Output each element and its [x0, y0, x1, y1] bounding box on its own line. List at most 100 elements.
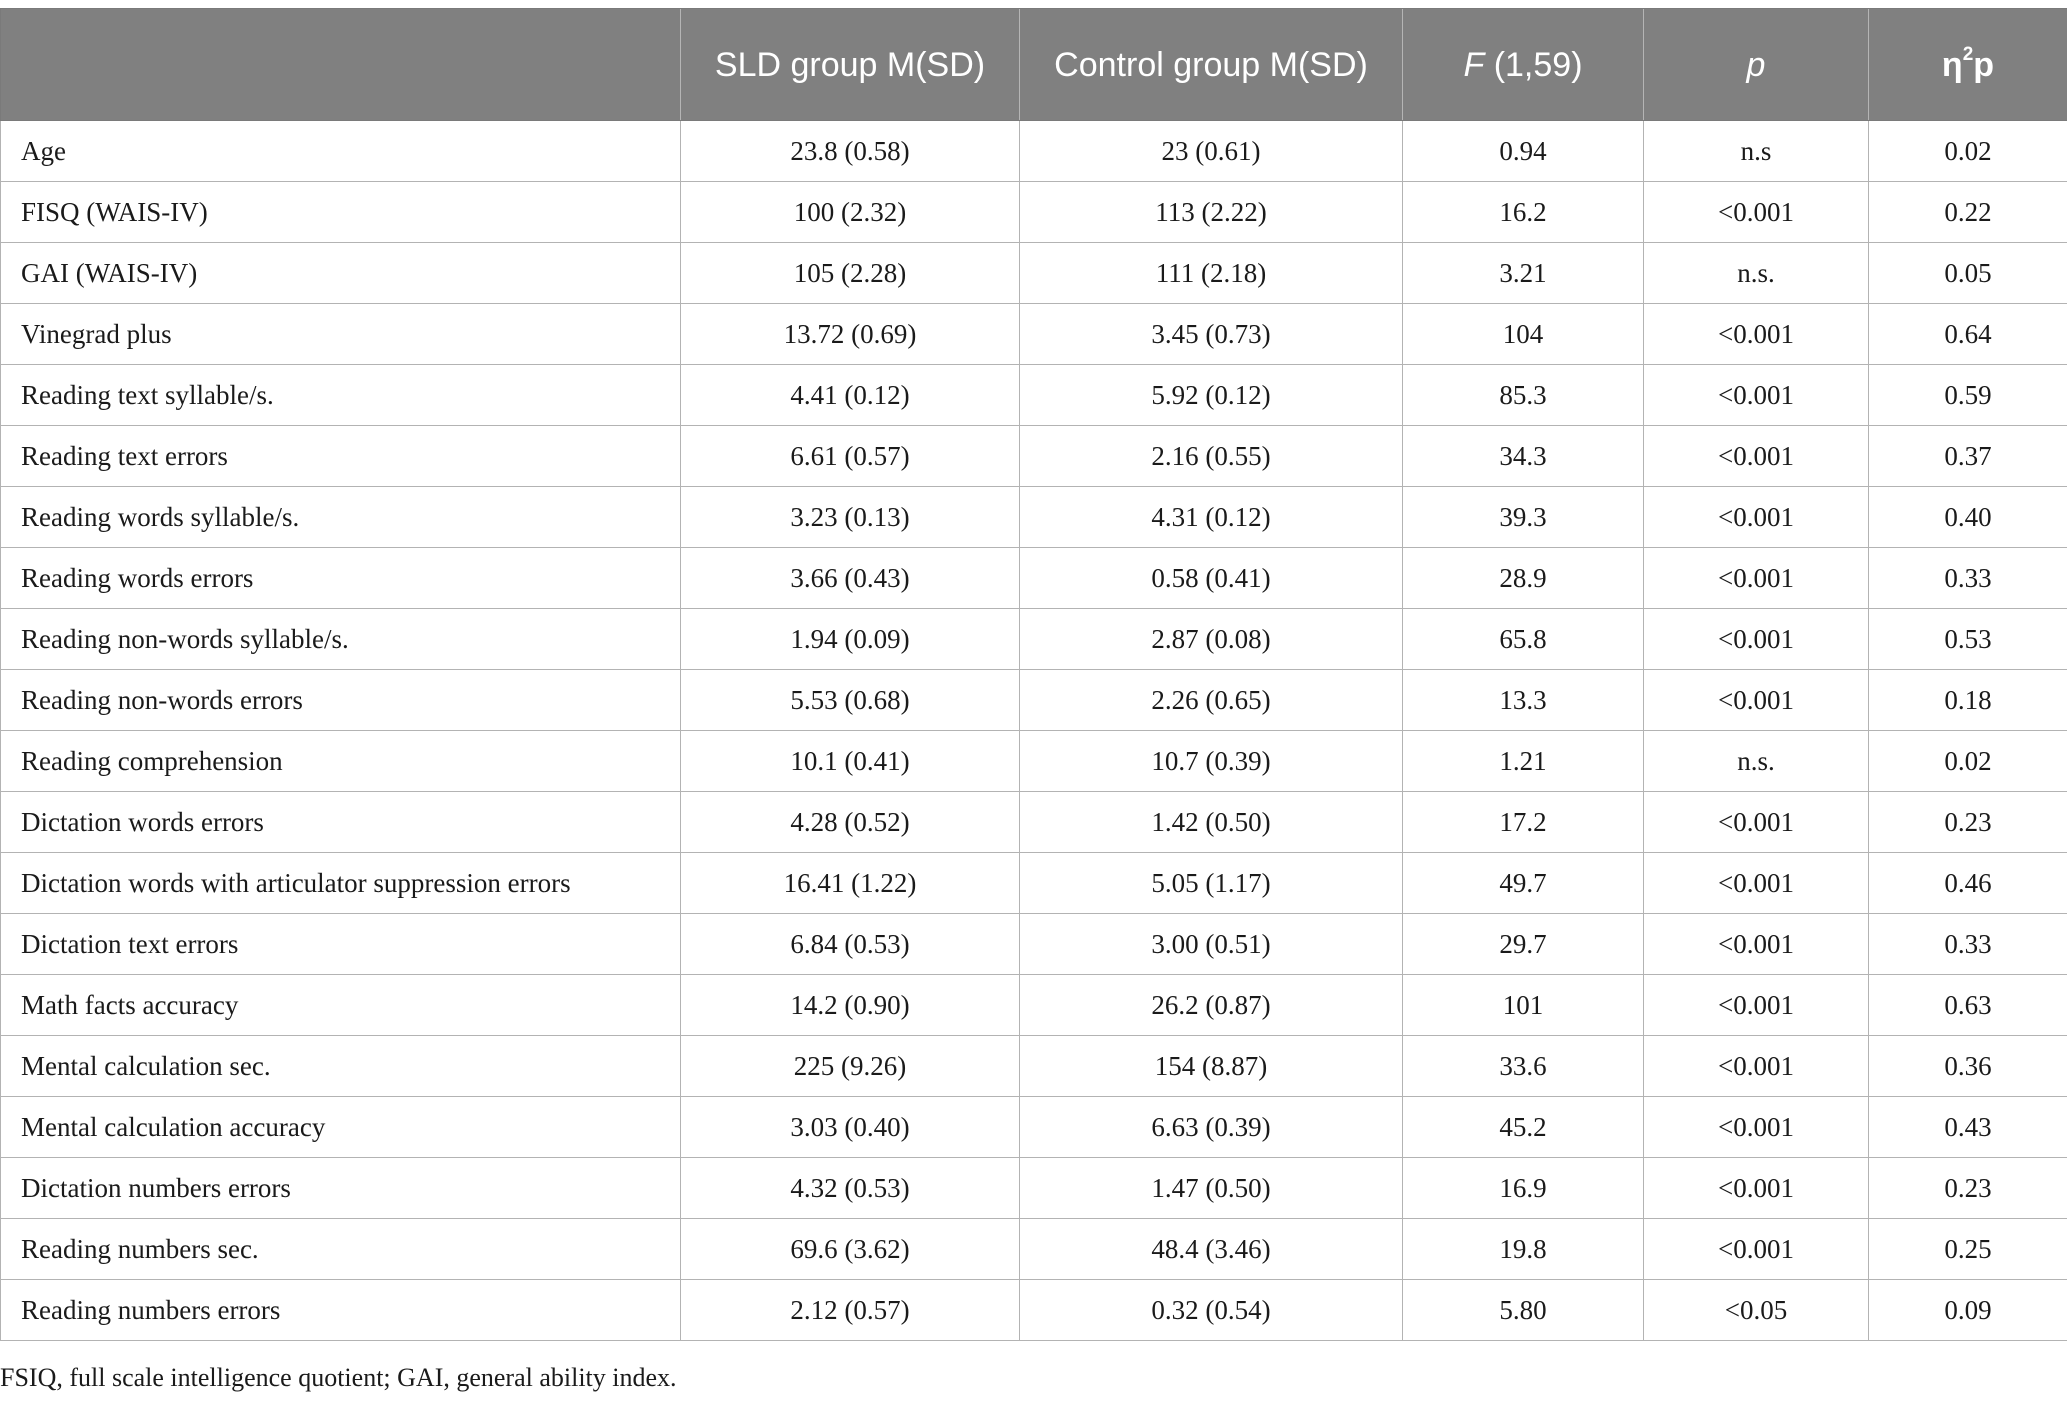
control-cell: 111 (2.18) [1019, 242, 1403, 304]
eta-cell: 0.18 [1868, 669, 2067, 731]
f-cell: 49.7 [1402, 852, 1644, 914]
sld-cell: 14.2 (0.90) [680, 974, 1020, 1036]
eta-cell: 0.23 [1868, 1157, 2067, 1219]
eta-cell: 0.02 [1868, 730, 2067, 792]
table-row: Reading text errors 6.61 (0.57) 2.16 (0.55… [0, 425, 2067, 487]
sld-cell: 4.32 (0.53) [680, 1157, 1020, 1219]
sld-cell: 3.66 (0.43) [680, 547, 1020, 609]
p-cell: <0.001 [1643, 1157, 1869, 1219]
measure-cell: Reading non-words errors [0, 669, 681, 731]
f-cell: 85.3 [1402, 364, 1644, 426]
p-cell: <0.001 [1643, 364, 1869, 426]
measure-cell: Age [0, 120, 681, 182]
control-cell: 23 (0.61) [1019, 120, 1403, 182]
eta-cell: 0.59 [1868, 364, 2067, 426]
eta-cell: 0.33 [1868, 913, 2067, 975]
sld-cell: 1.94 (0.09) [680, 608, 1020, 670]
control-cell: 3.00 (0.51) [1019, 913, 1403, 975]
control-cell: 0.58 (0.41) [1019, 547, 1403, 609]
p-cell: <0.001 [1643, 486, 1869, 548]
control-cell: 1.47 (0.50) [1019, 1157, 1403, 1219]
table-row: Reading numbers errors 2.12 (0.57) 0.32 (0… [0, 1279, 2067, 1341]
control-cell: 2.87 (0.08) [1019, 608, 1403, 670]
header-f-df: (1,59) [1484, 45, 1583, 84]
measure-cell: Vinegrad plus [0, 303, 681, 365]
p-cell: <0.001 [1643, 669, 1869, 731]
measure-cell: Mental calculation accuracy [0, 1096, 681, 1158]
f-cell: 45.2 [1402, 1096, 1644, 1158]
eta-cell: 0.05 [1868, 242, 2067, 304]
f-cell: 3.21 [1402, 242, 1644, 304]
p-cell: <0.001 [1643, 1096, 1869, 1158]
p-cell: n.s. [1643, 242, 1869, 304]
p-cell: n.s [1643, 120, 1869, 182]
table-row: Dictation words errors 4.28 (0.52) 1.42 (0… [0, 791, 2067, 853]
control-cell: 6.63 (0.39) [1019, 1096, 1403, 1158]
table-row: GAI (WAIS-IV) 105 (2.28) 111 (2.18) 3.21 n.s… [0, 242, 2067, 304]
p-cell: <0.001 [1643, 303, 1869, 365]
table-row: Reading comprehension 10.1 (0.41) 10.7 (0.… [0, 730, 2067, 792]
measure-cell: Math facts accuracy [0, 974, 681, 1036]
eta-cell: 0.23 [1868, 791, 2067, 853]
f-cell: 0.94 [1402, 120, 1644, 182]
table-row: Reading non-words errors 5.53 (0.68) 2.26 … [0, 669, 2067, 731]
table-row: Math facts accuracy 14.2 (0.90) 26.2 (0.87… [0, 974, 2067, 1036]
sld-cell: 13.72 (0.69) [680, 303, 1020, 365]
f-cell: 28.9 [1402, 547, 1644, 609]
f-cell: 19.8 [1402, 1218, 1644, 1280]
p-cell: n.s. [1643, 730, 1869, 792]
sld-cell: 23.8 (0.58) [680, 120, 1020, 182]
f-cell: 16.9 [1402, 1157, 1644, 1219]
control-cell: 26.2 (0.87) [1019, 974, 1403, 1036]
f-cell: 17.2 [1402, 791, 1644, 853]
sld-cell: 2.12 (0.57) [680, 1279, 1020, 1341]
eta-cell: 0.64 [1868, 303, 2067, 365]
sld-cell: 4.28 (0.52) [680, 791, 1020, 853]
eta-cell: 0.40 [1868, 486, 2067, 548]
f-cell: 104 [1402, 303, 1644, 365]
measure-cell: Mental calculation sec. [0, 1035, 681, 1097]
header-eta-squared: η2p [1868, 8, 2067, 121]
sld-cell: 225 (9.26) [680, 1035, 1020, 1097]
table-row: Age 23.8 (0.58) 23 (0.61) 0.94 n.s 0.02 [0, 120, 2067, 182]
p-cell: <0.001 [1643, 1218, 1869, 1280]
table-row: Reading numbers sec. 69.6 (3.62) 48.4 (3.4… [0, 1218, 2067, 1280]
control-cell: 3.45 (0.73) [1019, 303, 1403, 365]
eta-cell: 0.33 [1868, 547, 2067, 609]
measure-cell: Reading non-words syllable/s. [0, 608, 681, 670]
p-cell: <0.001 [1643, 547, 1869, 609]
table-row: Reading text syllable/s. 4.41 (0.12) 5.92 … [0, 364, 2067, 426]
sld-cell: 10.1 (0.41) [680, 730, 1020, 792]
sld-cell: 16.41 (1.22) [680, 852, 1020, 914]
f-cell: 5.80 [1402, 1279, 1644, 1341]
eta-cell: 0.53 [1868, 608, 2067, 670]
f-cell: 1.21 [1402, 730, 1644, 792]
eta-cell: 0.09 [1868, 1279, 2067, 1341]
header-sld-group: SLD group M(SD) [680, 8, 1020, 121]
p-cell: <0.001 [1643, 913, 1869, 975]
sld-cell: 6.61 (0.57) [680, 425, 1020, 487]
p-cell: <0.001 [1643, 181, 1869, 243]
f-cell: 39.3 [1402, 486, 1644, 548]
measure-cell: Reading numbers sec. [0, 1218, 681, 1280]
sld-cell: 3.23 (0.13) [680, 486, 1020, 548]
f-cell: 29.7 [1402, 913, 1644, 975]
sld-cell: 100 (2.32) [680, 181, 1020, 243]
table-row: Vinegrad plus 13.72 (0.69) 3.45 (0.73) 104 <… [0, 303, 2067, 365]
results-table: SLD group M(SD) Control group M(SD) F (1… [0, 8, 2067, 1341]
table-row: Mental calculation sec. 225 (9.26) 154 (8.… [0, 1035, 2067, 1097]
table-row: Dictation words with articulator suppres… [0, 852, 2067, 914]
control-cell: 0.32 (0.54) [1019, 1279, 1403, 1341]
control-cell: 48.4 (3.46) [1019, 1218, 1403, 1280]
eta-cell: 0.37 [1868, 425, 2067, 487]
sld-cell: 3.03 (0.40) [680, 1096, 1020, 1158]
table-row: FISQ (WAIS-IV) 100 (2.32) 113 (2.22) 16.2 <0… [0, 181, 2067, 243]
header-eta-rest: p [1973, 45, 1995, 84]
header-measure [0, 8, 681, 121]
f-cell: 34.3 [1402, 425, 1644, 487]
f-cell: 65.8 [1402, 608, 1644, 670]
table-body: Age 23.8 (0.58) 23 (0.61) 0.94 n.s 0.02 FISQ (… [0, 120, 2067, 1341]
control-cell: 4.31 (0.12) [1019, 486, 1403, 548]
eta-cell: 0.46 [1868, 852, 2067, 914]
p-cell: <0.05 [1643, 1279, 1869, 1341]
